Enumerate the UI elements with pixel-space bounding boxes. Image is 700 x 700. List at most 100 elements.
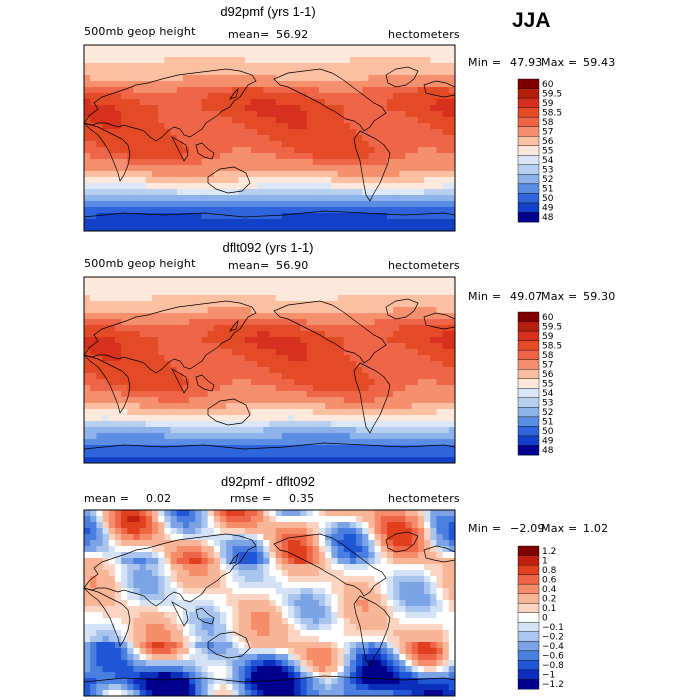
heatmap-cell [448,385,455,392]
heatmap-cell [263,283,270,290]
heatmap-cell [145,516,153,523]
heatmap-cell [300,87,307,94]
heatmap-cell [312,451,320,458]
heatmap-cell [189,534,196,541]
heatmap-cell [96,331,103,338]
heatmap-cell [238,51,246,58]
heatmap-cell [96,433,103,440]
heatmap-cell [275,361,283,368]
heatmap-cell [442,409,450,416]
heatmap-cell [257,313,264,320]
heatmap-cell [189,564,196,571]
heatmap-cell [127,87,134,94]
heatmap-cell [139,582,147,589]
heatmap-cell [356,81,363,88]
heatmap-cell [393,624,400,631]
heatmap-cell [108,624,116,631]
heatmap-cell [226,195,233,202]
heatmap-cell [213,379,221,386]
heatmap-cell [417,439,425,446]
heatmap-cell [108,522,116,529]
heatmap-cell [300,451,307,458]
heatmap-cell [424,606,431,613]
heatmap-cell [275,111,283,118]
heatmap-cell [331,153,338,160]
heatmap-cell [164,123,171,130]
heatmap-cell [288,147,295,154]
heatmap-cell [288,171,295,178]
heatmap-cell [380,564,388,571]
heatmap-cell [294,415,301,422]
heatmap-cell [337,277,345,284]
heatmap-cell [84,439,91,446]
heatmap-cell [195,165,202,172]
heatmap-cell [263,63,270,70]
heatmap-cell [263,564,270,571]
heatmap-cell [362,451,369,458]
heatmap-cell [84,576,91,583]
heatmap-cell [386,355,394,362]
heatmap-cell [331,343,338,350]
heatmap-cell [158,385,165,392]
heatmap-cell [158,361,165,368]
heatmap-cell [411,165,419,172]
heatmap-cell [213,219,221,226]
heatmap-cell [152,403,159,410]
heatmap-cell [288,379,295,386]
heatmap-cell [189,343,196,350]
heatmap-cell [288,409,295,416]
heatmap-cell [380,588,388,595]
heatmap-cell [405,201,413,208]
heatmap-cell [90,195,97,202]
heatmap-cell [281,301,289,308]
heatmap-cell [368,147,376,154]
heatmap-cell [207,337,215,344]
heatmap-cell [281,391,289,398]
heatmap-cell [213,105,221,112]
heatmap-cell [399,295,406,302]
heatmap-cell [238,516,246,523]
heatmap-cell [318,630,326,637]
heatmap-cell [158,630,165,637]
heatmap-cell [176,283,184,290]
heatmap-cell [380,171,388,178]
heatmap-cell [145,117,153,124]
heatmap-cell [393,295,400,302]
heatmap-cell [430,213,437,220]
heatmap-cell [108,219,116,226]
heatmap-cell [448,45,455,52]
heatmap-cell [294,439,301,446]
heatmap-cell [127,600,134,607]
heatmap-cell [182,295,190,302]
heatmap-cell [331,325,338,332]
heatmap-cell [257,105,264,112]
heatmap-cell [356,325,363,332]
heatmap-cell [207,75,215,82]
heatmap-cell [164,207,171,214]
heatmap-cell [399,427,406,434]
heatmap-cell [121,516,128,523]
heatmap-cell [257,331,264,338]
heatmap-cell [325,516,332,523]
heatmap-cell [430,123,437,130]
heatmap-cell [152,552,159,559]
heatmap-cell [269,183,277,190]
heatmap-cell [102,289,110,296]
heatmap-cell [102,606,110,613]
heatmap-cell [417,331,425,338]
heatmap-cell [170,313,178,320]
heatmap-cell [176,75,184,82]
heatmap-cell [349,93,357,100]
heatmap-cell [424,516,431,523]
heatmap-cell [424,123,431,130]
heatmap-cell [356,528,363,535]
heatmap-cell [281,546,289,553]
heatmap-cell [294,87,301,94]
heatmap-cell [362,117,369,124]
heatmap-cell [269,421,277,428]
heatmap-cell [244,457,252,463]
heatmap-cell [232,516,239,523]
heatmap-cell [114,283,122,290]
heatmap-cell [182,385,190,392]
heatmap-cell [102,624,110,631]
